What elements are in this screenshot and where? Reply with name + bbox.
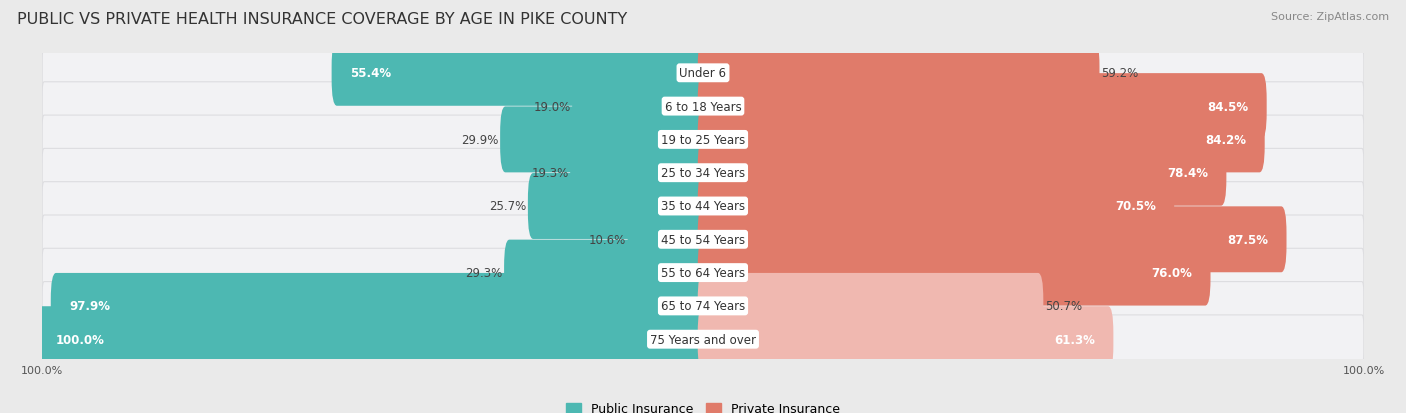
FancyBboxPatch shape xyxy=(37,306,709,372)
FancyBboxPatch shape xyxy=(697,306,1114,372)
FancyBboxPatch shape xyxy=(51,273,709,339)
Text: 84.2%: 84.2% xyxy=(1205,133,1246,147)
Text: 29.9%: 29.9% xyxy=(461,133,499,147)
FancyBboxPatch shape xyxy=(42,315,1364,363)
FancyBboxPatch shape xyxy=(505,240,709,306)
Text: 50.7%: 50.7% xyxy=(1045,300,1081,313)
Text: 55.4%: 55.4% xyxy=(350,67,391,80)
FancyBboxPatch shape xyxy=(42,282,1364,330)
FancyBboxPatch shape xyxy=(527,173,709,240)
FancyBboxPatch shape xyxy=(42,149,1364,197)
FancyBboxPatch shape xyxy=(697,207,1286,273)
Text: 55 to 64 Years: 55 to 64 Years xyxy=(661,266,745,280)
Text: 61.3%: 61.3% xyxy=(1054,333,1095,346)
Text: 100.0%: 100.0% xyxy=(55,333,104,346)
FancyBboxPatch shape xyxy=(42,216,1364,264)
Legend: Public Insurance, Private Insurance: Public Insurance, Private Insurance xyxy=(561,397,845,413)
Text: 25 to 34 Years: 25 to 34 Years xyxy=(661,167,745,180)
Text: 87.5%: 87.5% xyxy=(1227,233,1268,246)
FancyBboxPatch shape xyxy=(697,240,1211,306)
Text: 25.7%: 25.7% xyxy=(489,200,527,213)
FancyBboxPatch shape xyxy=(697,173,1174,240)
Text: 59.2%: 59.2% xyxy=(1101,67,1137,80)
Text: 19.0%: 19.0% xyxy=(534,100,571,113)
Text: 65 to 74 Years: 65 to 74 Years xyxy=(661,300,745,313)
Text: 78.4%: 78.4% xyxy=(1167,167,1208,180)
FancyBboxPatch shape xyxy=(697,41,1099,107)
FancyBboxPatch shape xyxy=(42,83,1364,131)
FancyBboxPatch shape xyxy=(42,116,1364,164)
FancyBboxPatch shape xyxy=(571,140,709,206)
FancyBboxPatch shape xyxy=(332,41,709,107)
FancyBboxPatch shape xyxy=(697,107,1264,173)
FancyBboxPatch shape xyxy=(697,273,1043,339)
FancyBboxPatch shape xyxy=(42,182,1364,231)
FancyBboxPatch shape xyxy=(697,140,1226,206)
Text: 70.5%: 70.5% xyxy=(1115,200,1156,213)
Text: 75 Years and over: 75 Years and over xyxy=(650,333,756,346)
FancyBboxPatch shape xyxy=(572,74,709,140)
Text: 35 to 44 Years: 35 to 44 Years xyxy=(661,200,745,213)
Text: 45 to 54 Years: 45 to 54 Years xyxy=(661,233,745,246)
Text: 97.9%: 97.9% xyxy=(69,300,110,313)
FancyBboxPatch shape xyxy=(697,74,1267,140)
FancyBboxPatch shape xyxy=(501,107,709,173)
FancyBboxPatch shape xyxy=(42,249,1364,297)
FancyBboxPatch shape xyxy=(42,50,1364,98)
Text: 6 to 18 Years: 6 to 18 Years xyxy=(665,100,741,113)
Text: 19.3%: 19.3% xyxy=(531,167,569,180)
Text: 29.3%: 29.3% xyxy=(465,266,503,280)
Text: 10.6%: 10.6% xyxy=(589,233,626,246)
Text: Under 6: Under 6 xyxy=(679,67,727,80)
Text: Source: ZipAtlas.com: Source: ZipAtlas.com xyxy=(1271,12,1389,22)
Text: PUBLIC VS PRIVATE HEALTH INSURANCE COVERAGE BY AGE IN PIKE COUNTY: PUBLIC VS PRIVATE HEALTH INSURANCE COVER… xyxy=(17,12,627,27)
Text: 19 to 25 Years: 19 to 25 Years xyxy=(661,133,745,147)
Text: 76.0%: 76.0% xyxy=(1152,266,1192,280)
Text: 84.5%: 84.5% xyxy=(1208,100,1249,113)
FancyBboxPatch shape xyxy=(627,207,709,273)
